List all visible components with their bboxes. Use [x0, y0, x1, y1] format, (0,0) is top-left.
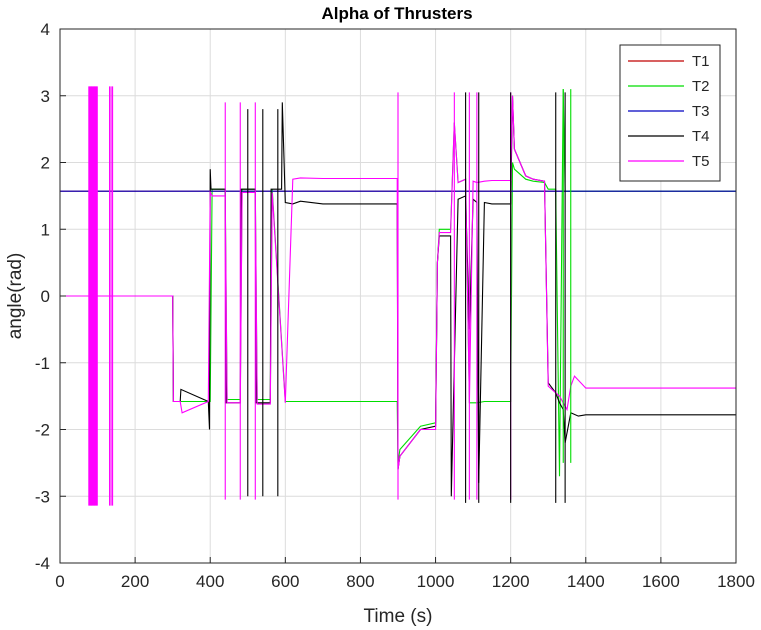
y-tick-label: 4: [41, 20, 50, 39]
x-tick-label: 1200: [492, 572, 530, 591]
y-tick-label: -4: [35, 554, 50, 573]
y-tick-label: 1: [41, 220, 50, 239]
x-tick-label: 1600: [642, 572, 680, 591]
legend-label: T1: [692, 53, 710, 70]
y-tick-label: -3: [35, 487, 50, 506]
y-tick-label: 2: [41, 154, 50, 173]
x-tick-label: 400: [196, 572, 224, 591]
x-tick-label: 800: [346, 572, 374, 591]
series-line-t5: [60, 95, 736, 470]
chart-title: Alpha of Thrusters: [321, 4, 472, 23]
y-tick-label: -2: [35, 421, 50, 440]
y-tick-label: 0: [41, 287, 50, 306]
y-axis-label: angle(rad): [5, 253, 26, 340]
x-tick-label: 1000: [417, 572, 455, 591]
x-tick-label: 600: [271, 572, 299, 591]
legend-box: [619, 44, 721, 182]
series-layer: [60, 86, 736, 506]
x-tick-label: 1800: [717, 572, 755, 591]
tick-labels: 0 200 400 600 800 1000 1200 1400 1600 1800 -4 -3 -2 -…: [35, 20, 755, 591]
legend-label: T5: [692, 153, 710, 170]
y-tick-label: -1: [35, 354, 50, 373]
x-axis-label: Time (s): [364, 606, 433, 627]
x-tick-label: 200: [121, 572, 149, 591]
x-tick-label: 0: [55, 572, 64, 591]
legend-label: T4: [692, 128, 710, 145]
legend-label: T3: [692, 103, 710, 120]
y-tick-label: 3: [41, 87, 50, 106]
legend-label: T2: [692, 78, 710, 95]
legend: T1 T2 T3 T4 T5: [619, 44, 721, 182]
x-tick-label: 1400: [567, 572, 605, 591]
